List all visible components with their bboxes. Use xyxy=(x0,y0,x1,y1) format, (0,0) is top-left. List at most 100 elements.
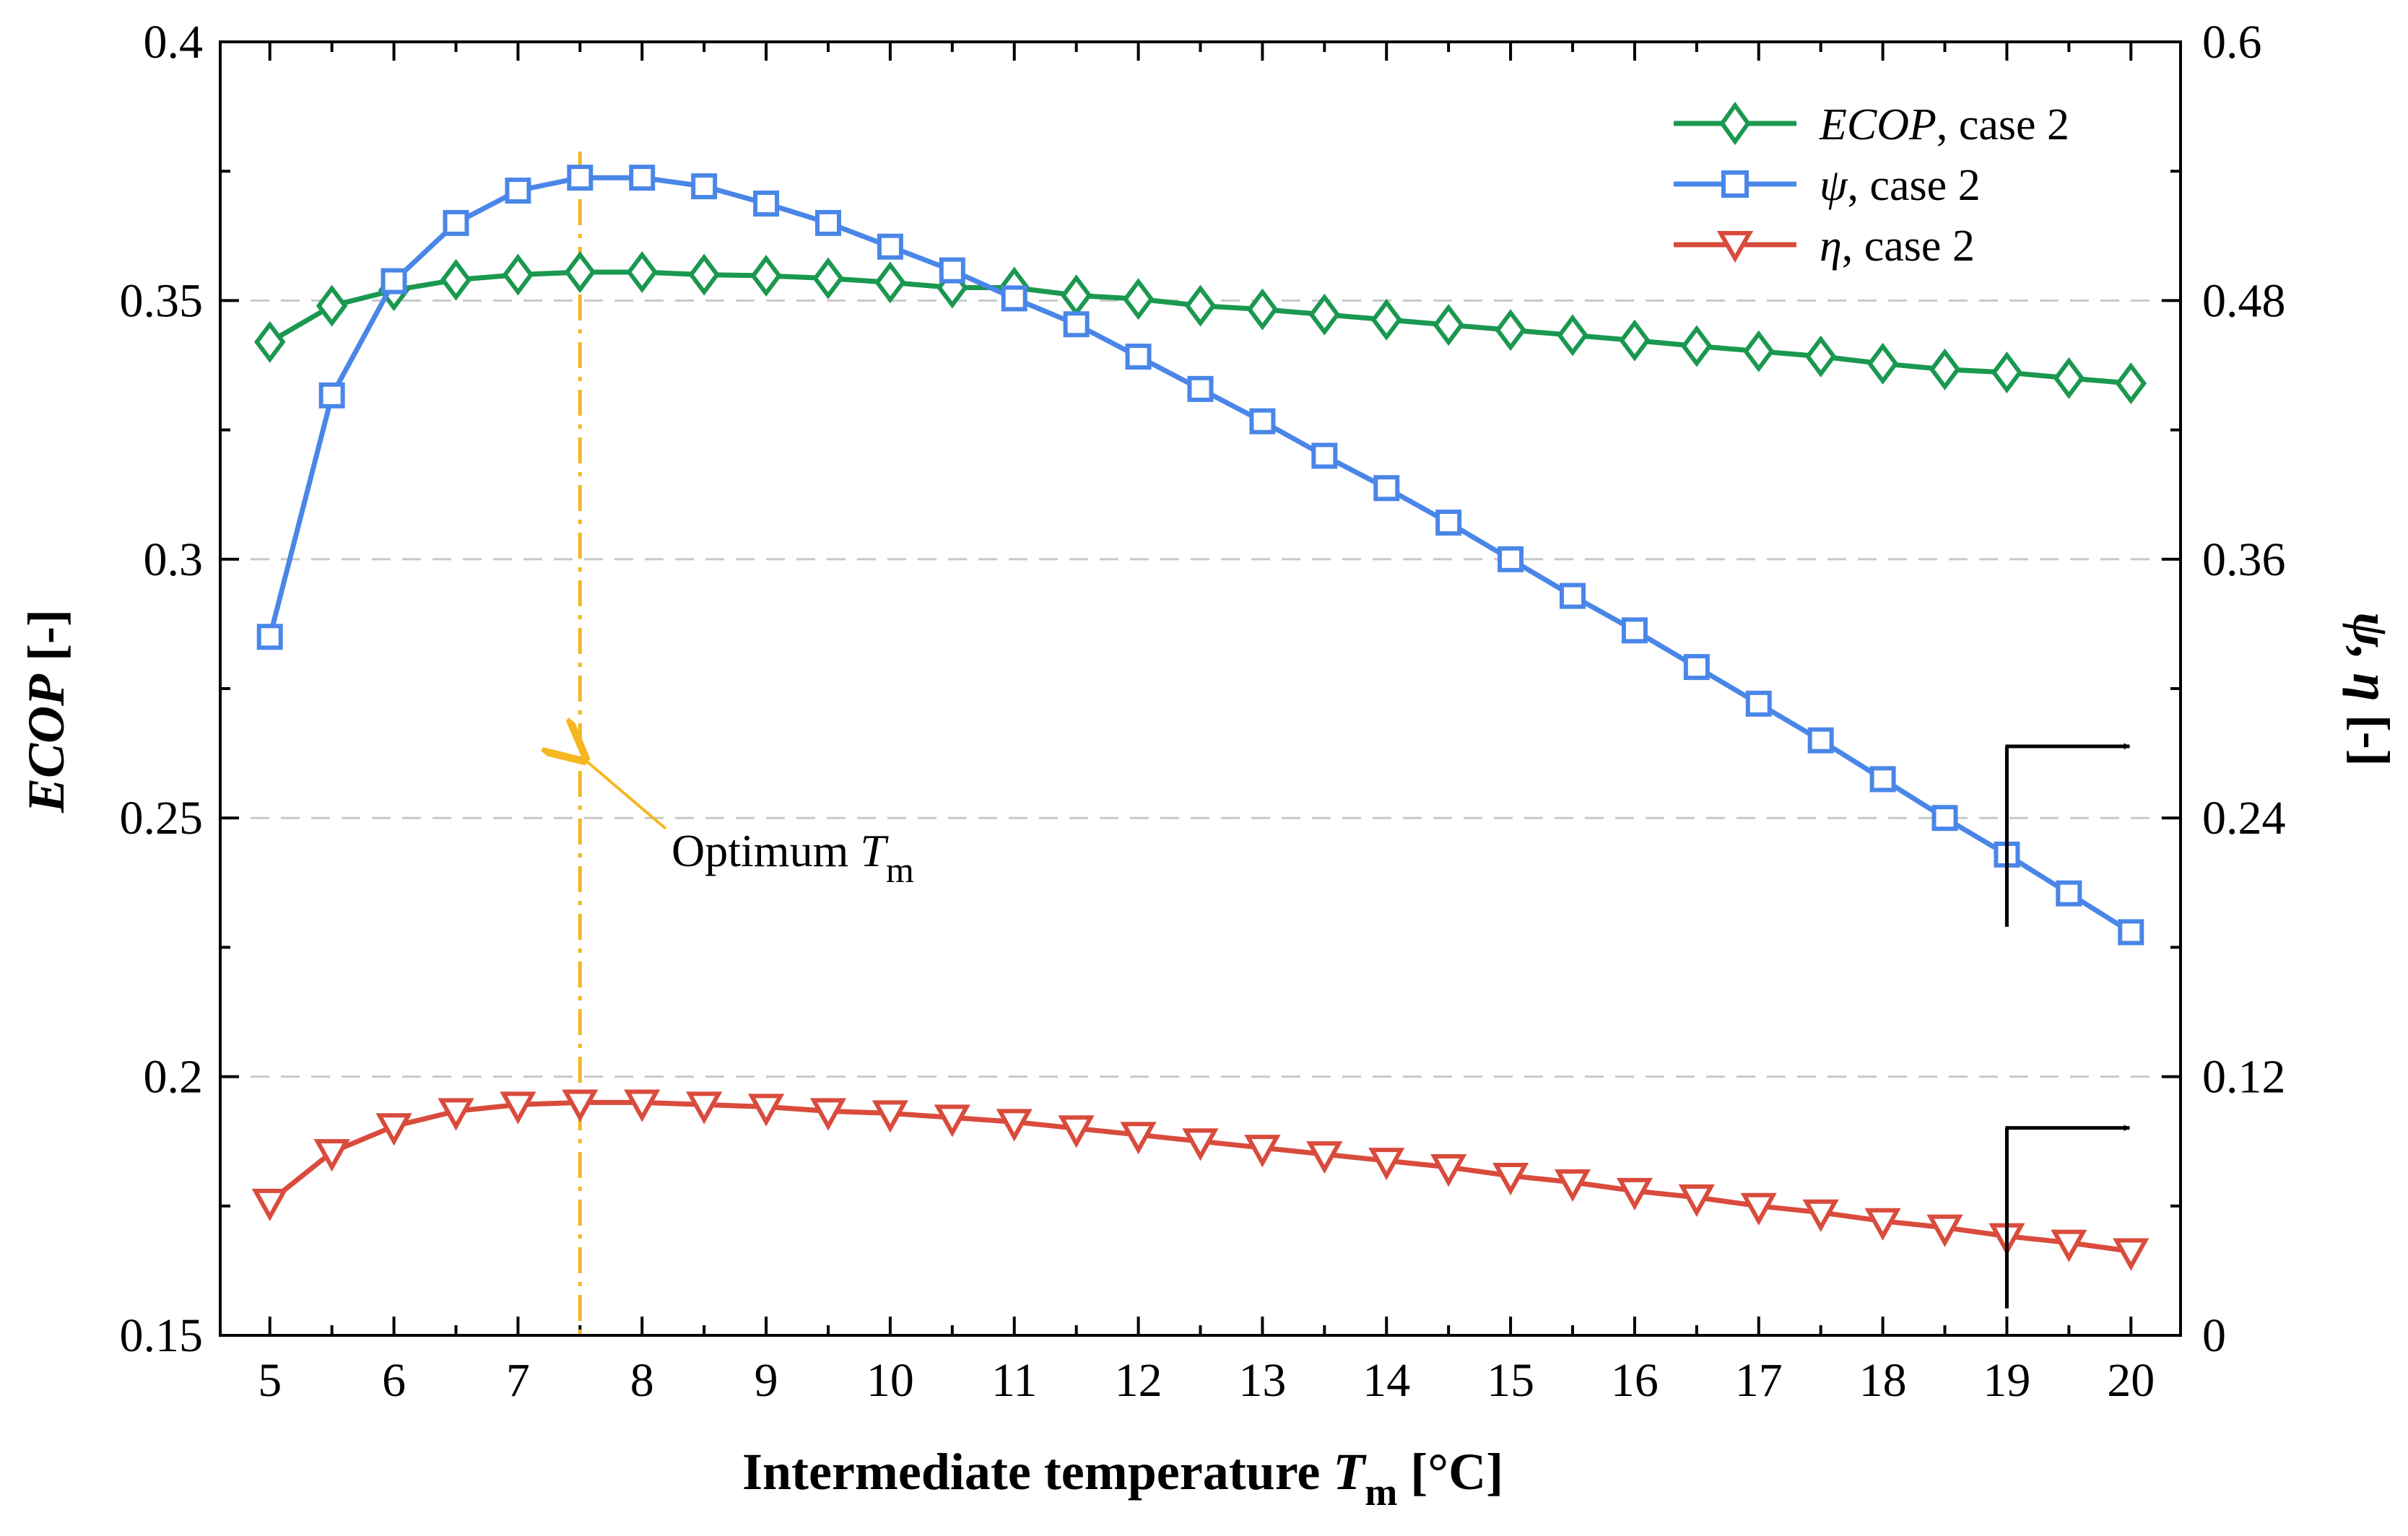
gridlines xyxy=(220,299,2181,1078)
legend-entry-ecop: ECOP, case 2 xyxy=(1674,100,2069,149)
y-axis-title-right-unit: [-] xyxy=(2342,702,2400,767)
series-line-2 xyxy=(268,1099,2131,1254)
y-right-tick-label-2: 0.24 xyxy=(2202,792,2286,845)
optimum-annotation xyxy=(580,152,667,1335)
y-left-tick-label-1: 0.2 xyxy=(144,1051,204,1104)
tick-labels: 5 6 7 8 9 10 11 12 13 14 15 16 17 18 19 20 0.15 0.2 0.25 0.… xyxy=(120,16,2286,1407)
point-0-27 xyxy=(1929,348,1961,390)
x-tick-label-17: 17 xyxy=(1735,1354,1783,1407)
legend-marker-ecop xyxy=(1719,101,1751,146)
point-2-6 xyxy=(624,1089,661,1122)
point-1-22 xyxy=(1621,617,1648,644)
optimum-label-text: Optimum xyxy=(671,825,860,876)
point-2-20 xyxy=(1492,1162,1529,1196)
point-0-0 xyxy=(253,320,286,363)
optimum-label-var: T xyxy=(860,825,889,876)
point-1-5 xyxy=(567,165,594,191)
point-0-17 xyxy=(1308,293,1341,336)
y-left-tick-label-5: 0.4 xyxy=(144,16,204,69)
point-0-3 xyxy=(440,258,472,301)
point-1-25 xyxy=(1807,727,1834,754)
point-1-12 xyxy=(1001,285,1027,312)
x-tick-label-16: 16 xyxy=(1611,1354,1659,1407)
legend-label-ecop: ECOP, case 2 xyxy=(1819,100,2069,149)
x-tick-label-13: 13 xyxy=(1238,1354,1286,1407)
legend-marker-eta xyxy=(1716,231,1754,263)
point-1-4 xyxy=(505,178,531,204)
point-2-29 xyxy=(2051,1229,2087,1262)
point-1-20 xyxy=(1498,546,1524,572)
point-0-20 xyxy=(1495,309,1526,352)
y-right-tick-label-3: 0.36 xyxy=(2202,533,2286,586)
point-0-28 xyxy=(1991,352,2023,394)
point-0-10 xyxy=(874,261,906,304)
point-1-16 xyxy=(1249,408,1276,435)
point-1-18 xyxy=(1373,475,1400,502)
point-2-13 xyxy=(1058,1115,1095,1148)
point-2-1 xyxy=(313,1139,350,1172)
plot-frame xyxy=(219,40,2182,1337)
point-0-19 xyxy=(1433,304,1464,346)
x-tick-label-20: 20 xyxy=(2107,1354,2155,1407)
optimum-label-sub: m xyxy=(886,850,914,890)
point-0-18 xyxy=(1370,298,1402,341)
x-tick-label-9: 9 xyxy=(755,1354,778,1407)
point-1-7 xyxy=(691,173,718,200)
point-0-25 xyxy=(1804,335,1837,378)
point-1-30 xyxy=(2118,919,2144,946)
point-0-9 xyxy=(812,257,844,300)
point-1-27 xyxy=(1931,805,1958,832)
y-left-tick-label-4: 0.35 xyxy=(120,274,204,327)
point-0-26 xyxy=(1866,342,1899,385)
point-1-13 xyxy=(1063,311,1090,338)
point-1-2 xyxy=(381,268,407,294)
y-right-tick-label-5: 0.6 xyxy=(2202,16,2262,69)
x-tick-label-6: 6 xyxy=(382,1354,406,1407)
point-1-6 xyxy=(629,165,656,191)
point-1-0 xyxy=(256,624,283,650)
point-2-0 xyxy=(251,1188,288,1222)
point-0-5 xyxy=(564,250,596,293)
point-1-10 xyxy=(877,233,903,260)
y-axis-title-right: ψ, η [-] xyxy=(2342,612,2400,767)
x-axis-title-unit: [°C] xyxy=(1397,1443,1503,1501)
x-tick-label-19: 19 xyxy=(1983,1354,2030,1407)
point-2-2 xyxy=(375,1113,412,1146)
point-1-21 xyxy=(1560,582,1586,609)
point-2-8 xyxy=(747,1094,785,1127)
y-left-tick-label-3: 0.3 xyxy=(144,533,204,586)
point-0-16 xyxy=(1246,288,1279,331)
x-axis-title: Intermediate temperature Tm [°C] xyxy=(742,1443,1503,1514)
x-axis-title-main: Intermediate temperature xyxy=(742,1443,1333,1501)
point-1-24 xyxy=(1745,690,1772,717)
point-1-9 xyxy=(814,209,841,236)
point-1-14 xyxy=(1125,344,1152,370)
point-2-22 xyxy=(1616,1177,1653,1211)
point-2-4 xyxy=(500,1091,536,1125)
y-right-tick-label-0: 0 xyxy=(2202,1309,2226,1362)
point-0-23 xyxy=(1681,325,1713,367)
point-2-12 xyxy=(996,1109,1033,1142)
point-2-27 xyxy=(1926,1214,1963,1247)
axis-arrow-1 xyxy=(2004,1125,2131,1309)
y-axis-title-left-var: ECOP xyxy=(17,673,75,813)
point-2-18 xyxy=(1368,1148,1405,1181)
x-tick-label-15: 15 xyxy=(1487,1354,1534,1407)
point-2-16 xyxy=(1244,1135,1281,1168)
y-axis-title-left: ECOP [-] xyxy=(17,609,75,813)
point-2-17 xyxy=(1306,1141,1343,1174)
point-0-8 xyxy=(750,254,782,297)
series-diamond xyxy=(253,250,2147,405)
point-1-23 xyxy=(1683,654,1710,681)
point-2-21 xyxy=(1554,1169,1591,1203)
axis-arrow-0 xyxy=(2004,743,2131,927)
point-1-17 xyxy=(1311,442,1338,469)
point-1-29 xyxy=(2056,880,2082,907)
x-tick-label-12: 12 xyxy=(1115,1354,1162,1407)
x-axis-title-var: T xyxy=(1333,1443,1367,1501)
x-tick-label-10: 10 xyxy=(866,1354,914,1407)
point-2-14 xyxy=(1120,1122,1157,1155)
point-2-25 xyxy=(1802,1199,1839,1232)
series-triangle-down xyxy=(251,1089,2150,1271)
